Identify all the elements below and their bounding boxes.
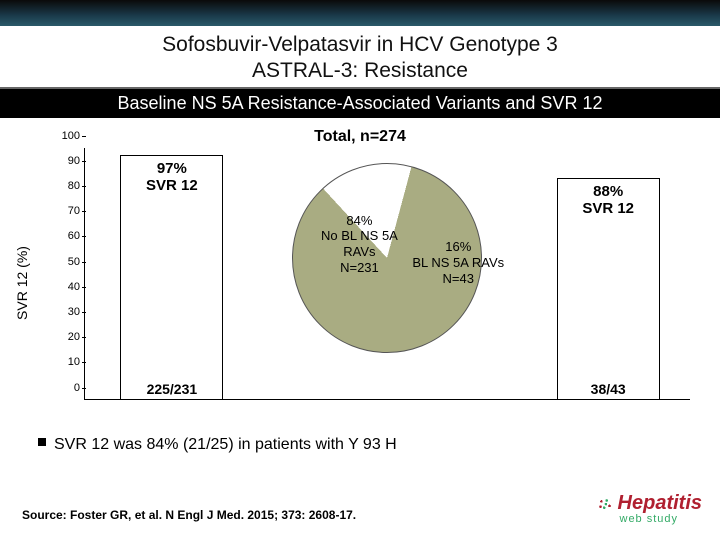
bars-layer: 97%SVR 12 225/231 88%SVR 12 38/43 84%No BL N… <box>84 148 690 400</box>
ytick-50: 50 <box>50 256 80 268</box>
slide-title: Sofosbuvir-Velpatasvir in HCV Genotype 3… <box>0 26 720 89</box>
ytick-80: 80 <box>50 180 80 192</box>
brand-block: Hepatitis web study <box>596 493 702 526</box>
bullet-icon <box>38 438 46 446</box>
subtitle-text: Baseline NS 5A Resistance-Associated Var… <box>118 93 603 113</box>
pie-chart: 84%No BL NS 5A RAVsN=23116%BL NS 5A RAVs… <box>292 163 482 353</box>
brand-logo-icon <box>596 496 614 514</box>
source-citation: Source: Foster GR, et al. N Engl J Med. … <box>22 508 356 522</box>
bar-rav: 88%SVR 12 38/43 <box>557 178 660 400</box>
ytick-20: 20 <box>50 331 80 343</box>
title-line2: ASTRAL-3: Resistance <box>0 58 720 84</box>
ytick-40: 40 <box>50 281 80 293</box>
bar-top-label-no-rav: 97%SVR 12 <box>121 160 222 195</box>
ytick-90: 90 <box>50 155 80 167</box>
bullet-text: SVR 12 was 84% (21/25) in patients with … <box>54 436 397 453</box>
title-line1: Sofosbuvir-Velpatasvir in HCV Genotype 3 <box>0 32 720 58</box>
ytick-0: 0 <box>50 382 80 394</box>
ytick-30: 30 <box>50 306 80 318</box>
bullet-line: SVR 12 was 84% (21/25) in patients with … <box>38 436 720 454</box>
y-axis-label: SVR 12 (%) <box>14 246 30 320</box>
ytick-60: 60 <box>50 230 80 242</box>
total-label: Total, n=274 <box>0 128 720 146</box>
header-band <box>0 0 720 26</box>
chart: SVR 12 (%) 0102030405060708090100 97%SVR… <box>50 148 690 418</box>
pie-label-rav-slice: 16%BL NS 5A RAVsN=43 <box>406 239 511 286</box>
bar-no-rav: 97%SVR 12 225/231 <box>120 155 223 399</box>
ytick-70: 70 <box>50 205 80 217</box>
subtitle-band: Baseline NS 5A Resistance-Associated Var… <box>0 89 720 118</box>
bar-bottom-label-no-rav: 225/231 <box>121 381 222 397</box>
ytick-100: 100 <box>50 130 80 142</box>
pie-label-no-rav-slice: 84%No BL NS 5A RAVsN=231 <box>307 213 412 275</box>
brand-tag: web study <box>596 514 702 526</box>
bar-bottom-label-rav: 38/43 <box>558 381 659 397</box>
brand-name: Hepatitis <box>618 492 702 514</box>
ytick-10: 10 <box>50 356 80 368</box>
bar-top-label-rav: 88%SVR 12 <box>558 183 659 218</box>
